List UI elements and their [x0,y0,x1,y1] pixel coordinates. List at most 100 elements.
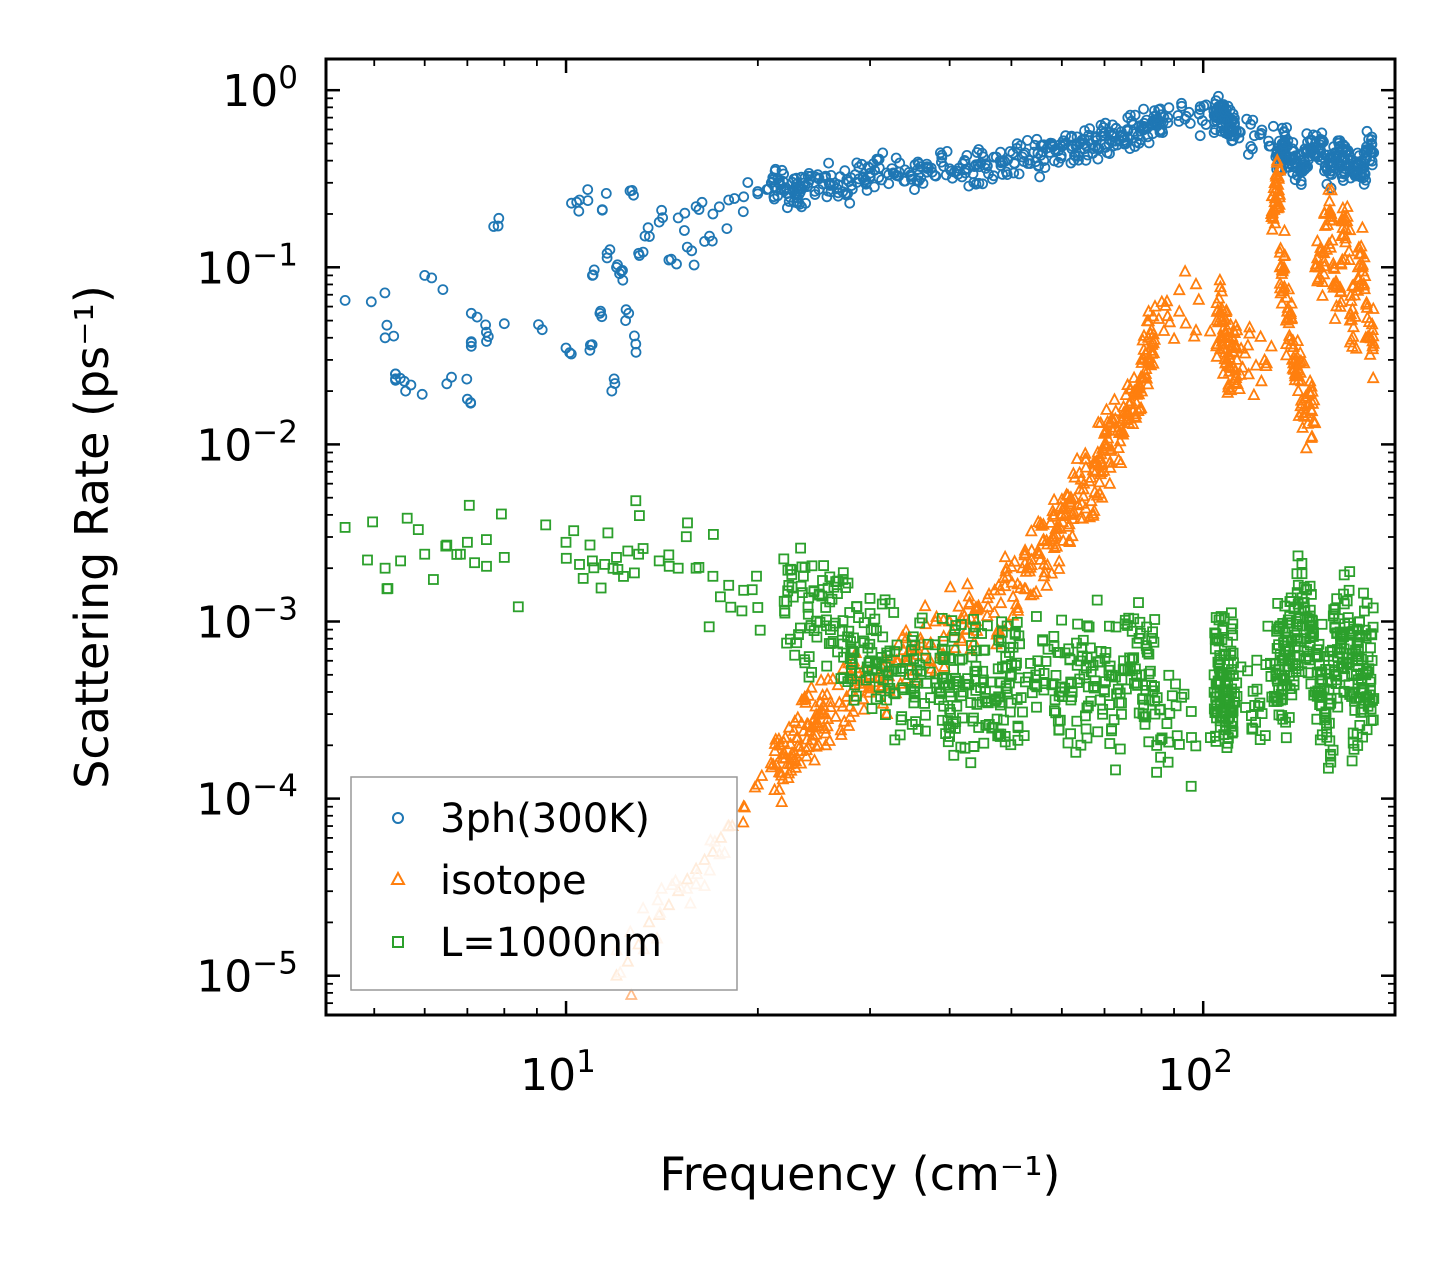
data-point [1033,552,1047,565]
data-point [1151,692,1163,703]
data-point [784,763,798,776]
data-point [1173,116,1185,127]
data-point [703,621,715,633]
data-point [1325,748,1336,760]
data-point [1363,347,1377,360]
data-point [778,553,790,565]
data-point [1071,637,1082,649]
data-point [1221,385,1235,398]
data-point [937,636,949,647]
data-point [809,185,821,197]
data-point [1049,521,1063,534]
data-point [1139,718,1151,730]
data-point [829,709,843,722]
data-point [1152,311,1166,324]
data-point [1122,125,1134,137]
data-point [671,258,682,270]
data-point [588,264,600,276]
data-point [1149,614,1161,625]
data-point [939,651,951,663]
data-point [1011,616,1023,628]
data-point [995,146,1006,158]
data-point [785,756,799,769]
data-point [1011,657,1022,669]
data-point [465,397,477,409]
data-point [804,680,818,693]
data-point [909,184,920,196]
data-point [818,560,829,571]
data-point [394,372,406,384]
data-point [742,177,754,188]
data-point [584,344,596,356]
data-point [997,168,1008,180]
data-point [886,665,898,677]
data-point [596,204,608,216]
data-point [1254,373,1268,387]
tick-labels: 101 102 100 10−1 10−2 10−3 10−4 10−5 [196,60,1233,1101]
data-point [1170,678,1181,690]
data-point [1323,683,1335,695]
data-point [628,189,639,201]
data-point [1088,682,1100,694]
data-point [1129,141,1141,152]
data-point [806,560,818,572]
data-point [899,164,911,176]
data-point [1127,370,1141,383]
data-point [1280,304,1294,317]
data-point [1337,139,1349,150]
data-point [461,373,473,385]
data-point [1346,329,1360,342]
data-point [492,220,504,232]
data-point [979,693,991,704]
data-point [1066,678,1077,690]
data-point [778,730,792,743]
data-point [1291,383,1305,397]
data-point [1024,587,1038,601]
data-point [400,385,412,397]
data-point [930,609,943,622]
data-point [1176,97,1187,109]
data-point [767,174,779,186]
data-point [1095,490,1109,503]
data-point [823,733,837,746]
data-point [919,616,933,630]
data-point [831,183,843,195]
data-point [846,180,857,192]
y-tick-label: 10−1 [196,237,298,294]
data-point [1230,376,1244,390]
data-point [1164,707,1176,719]
y-tick-label: 10−4 [196,769,298,826]
data-point [1151,110,1162,121]
data-point [1265,657,1276,669]
data-point [1119,663,1131,675]
data-point [896,711,908,722]
data-point [1095,464,1108,478]
data-point [918,598,932,612]
data-point [1083,621,1095,633]
data-point [1189,276,1203,290]
data-point [1303,373,1317,387]
data-point [736,605,748,617]
data-point [1302,161,1313,173]
legend-marker-isotope [390,870,406,885]
data-point [540,519,552,531]
data-point [1212,291,1226,304]
data-point [1210,304,1224,317]
data-point [1285,296,1298,309]
data-point [1273,276,1287,289]
data-point [1299,440,1313,454]
data-point [729,193,740,204]
data-point [1103,454,1117,468]
data-point [1365,673,1377,685]
data-point [1241,338,1255,351]
data-point [1243,326,1256,339]
data-point [1140,685,1152,696]
data-point [1306,589,1317,600]
data-point [1121,683,1132,695]
data-point [362,554,373,566]
data-point [888,607,900,618]
data-point [481,560,492,572]
data-point [772,172,784,184]
data-point [870,693,882,705]
data-point [998,549,1012,563]
